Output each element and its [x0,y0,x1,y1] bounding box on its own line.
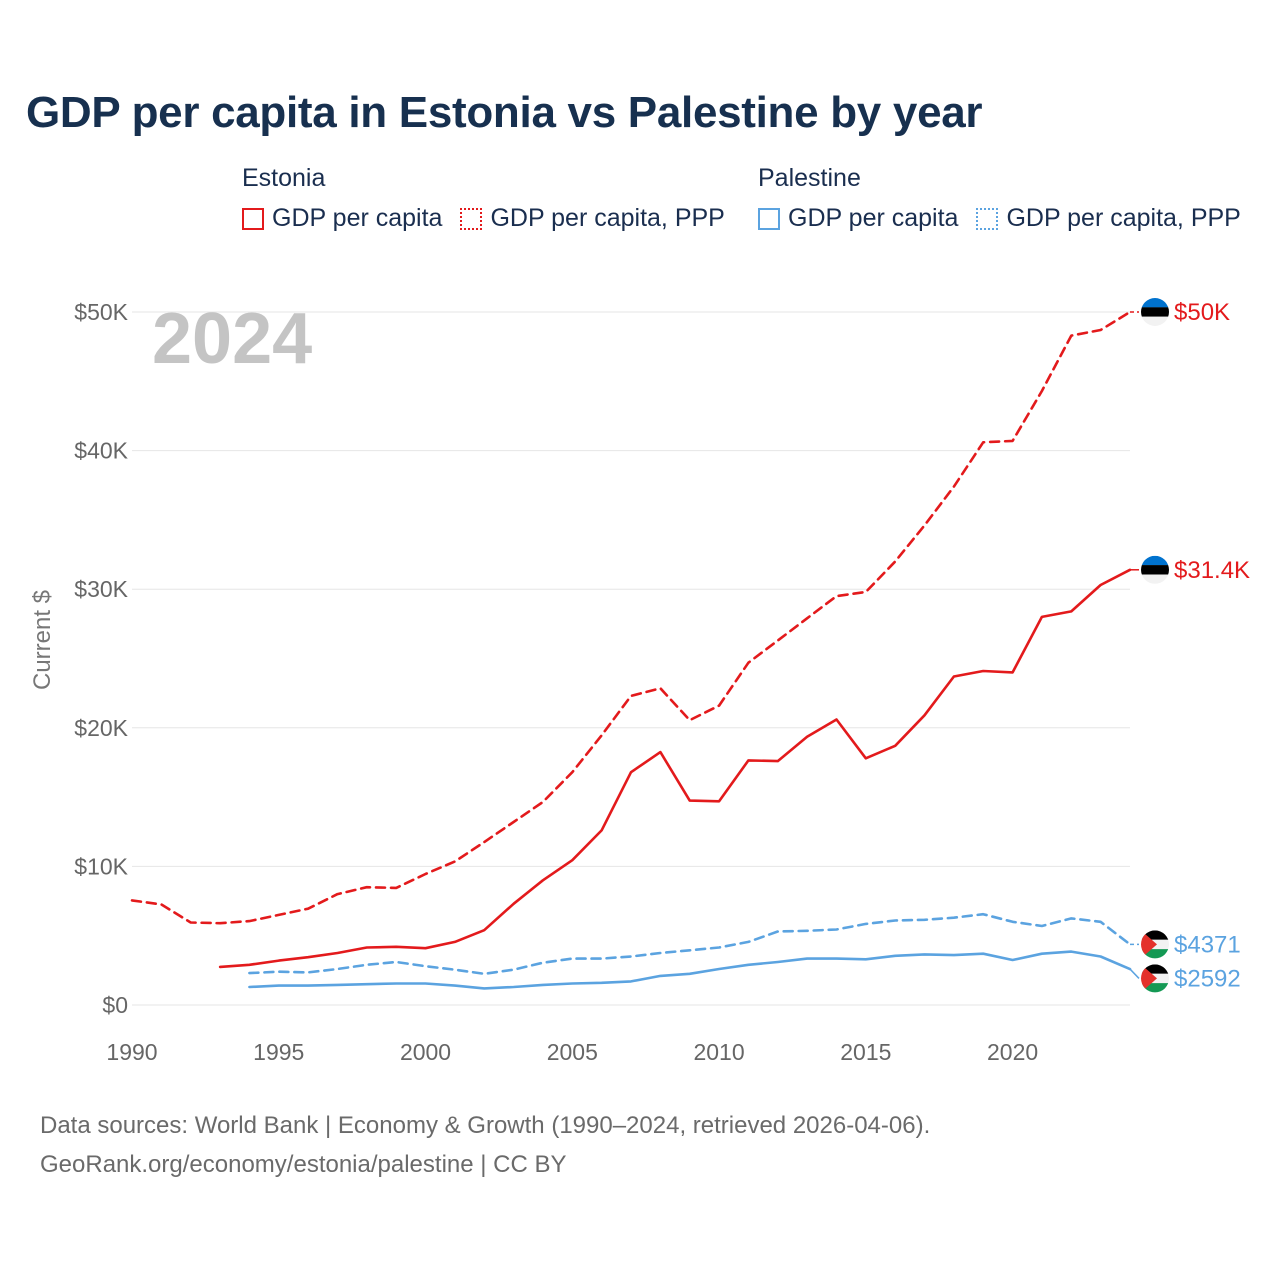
x-tick-label: 2015 [840,1039,891,1065]
chart-title: GDP per capita in Estonia vs Palestine b… [26,88,983,137]
end-value-label: $2592 [1174,965,1241,992]
legend-swatch-solid [242,207,264,230]
series-line-estonia-gdp-per-capita [218,568,1132,969]
legend-group-estonia: Estonia GDP per capita GDP per capita, P… [242,162,743,233]
x-tick-label: 2005 [547,1039,598,1065]
series-line-palestine-gdp-per-capita-ppp [248,912,1132,976]
legend-label: GDP per capita [272,204,443,232]
y-tick-label: $0 [102,992,128,1018]
y-tick-label: $20K [74,715,128,741]
y-axis-title: Current $ [29,590,56,690]
x-tick-label: 2010 [693,1039,744,1065]
y-tick-label: $10K [74,853,128,879]
x-tick-label: 2000 [400,1039,451,1065]
y-tick-label: $40K [74,438,128,464]
palestine-flag-icon [1141,930,1169,959]
legend-group-palestine: Palestine GDP per capita GDP per capita,… [758,162,1259,233]
legend-label: GDP per capita, PPP [1006,204,1241,232]
end-value-label: $50K [1174,299,1230,326]
series-line-estonia-gdp-per-capita-ppp [130,310,1132,925]
footer-credit: GeoRank.org/economy/estonia/palestine | … [40,1151,567,1178]
footer-source: Data sources: World Bank | Economy & Gro… [40,1112,931,1139]
legend-swatch-dashed [976,207,999,230]
y-tick-label: $30K [74,576,128,602]
legend-item-estonia-gdp-ppp[interactable]: GDP per capita, PPP [460,204,725,233]
legend-group-name: Palestine [758,164,861,192]
year-watermark: 2024 [152,299,312,379]
y-tick-label: $50K [74,299,128,325]
x-tick-label: 1995 [253,1039,304,1065]
end-value-label: $4371 [1174,931,1241,958]
legend-label: GDP per capita, PPP [490,204,725,232]
end-connector [1129,968,1140,979]
legend-item-palestine-gdp-ppp[interactable]: GDP per capita, PPP [976,204,1241,233]
legend-label: GDP per capita [788,204,959,232]
end-value-label: $31.4K [1174,557,1250,584]
x-tick-label: 2020 [987,1039,1038,1065]
palestine-flag-icon [1141,964,1169,993]
legend-group-name: Estonia [242,164,326,192]
estonia-flag-icon [1141,555,1169,584]
x-tick-label: 1990 [106,1039,157,1065]
series-line-palestine-gdp-per-capita [248,950,1132,990]
legend-swatch-solid [758,207,780,230]
legend-item-estonia-gdp[interactable]: GDP per capita [242,204,442,233]
line-chart: 2024 Current $ $0 $10K $20K $30K $40K $50K 199… [29,298,1250,1065]
legend-item-palestine-gdp[interactable]: GDP per capita [758,204,958,233]
legend-swatch-dashed [460,207,483,230]
estonia-flag-icon [1141,298,1169,326]
chart-footer: Data sources: World Bank | Economy & Gro… [40,1106,930,1184]
